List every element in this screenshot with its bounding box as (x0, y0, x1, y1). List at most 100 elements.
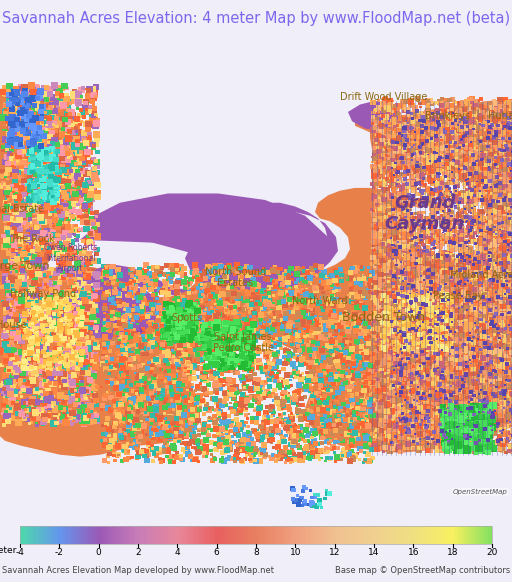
Bar (89, 244, 92, 246)
Bar (151, 361, 154, 364)
Bar (109, 329, 113, 333)
Bar (196, 284, 200, 288)
Bar (48, 124, 55, 130)
Bar (450, 376, 453, 379)
Bar (12, 101, 16, 104)
Bar (88, 164, 91, 167)
Bar (374, 174, 377, 177)
Bar (40, 159, 43, 162)
Bar (464, 346, 468, 350)
Bar (418, 420, 420, 423)
Bar (231, 423, 234, 425)
Bar (440, 132, 445, 137)
Bar (249, 335, 253, 339)
Bar (497, 183, 499, 185)
Bar (106, 325, 111, 330)
Bar (396, 282, 399, 285)
Bar (352, 409, 357, 414)
Bar (275, 303, 278, 306)
Bar (385, 415, 389, 419)
Bar (301, 417, 305, 421)
Bar (234, 429, 238, 433)
Bar (137, 364, 142, 369)
Bar (46, 526, 48, 544)
Bar (433, 153, 438, 158)
Bar (367, 320, 371, 325)
Bar (462, 320, 468, 326)
Bar (78, 200, 83, 204)
Bar (373, 168, 378, 173)
Bar (204, 429, 209, 434)
Bar (402, 174, 408, 179)
Bar (446, 411, 453, 418)
Bar (92, 169, 96, 172)
Bar (202, 413, 205, 416)
Bar (190, 414, 195, 418)
Bar (449, 526, 450, 544)
Bar (497, 332, 500, 334)
Bar (339, 458, 343, 461)
Bar (497, 273, 503, 279)
Bar (71, 94, 75, 99)
Bar (397, 388, 401, 392)
Bar (246, 436, 249, 439)
Bar (9, 161, 14, 165)
Bar (489, 376, 493, 378)
Bar (174, 425, 180, 431)
Bar (53, 346, 59, 352)
Bar (481, 320, 485, 323)
Bar (414, 262, 417, 264)
Bar (460, 320, 464, 324)
Bar (65, 277, 69, 281)
Bar (47, 198, 53, 203)
Bar (472, 436, 477, 441)
Bar (149, 386, 152, 389)
Bar (267, 285, 273, 290)
Bar (225, 435, 231, 441)
Bar (140, 310, 144, 314)
Bar (323, 414, 327, 418)
Bar (440, 423, 445, 428)
Bar (435, 392, 441, 397)
Bar (432, 222, 438, 228)
Bar (410, 105, 414, 108)
Bar (449, 295, 453, 299)
Bar (483, 289, 487, 293)
Bar (39, 190, 46, 197)
Bar (413, 242, 419, 247)
Bar (370, 380, 375, 385)
Bar (488, 360, 493, 364)
Bar (418, 380, 423, 385)
Bar (511, 235, 512, 240)
Bar (78, 332, 84, 337)
Bar (334, 460, 337, 463)
Bar (473, 429, 479, 435)
Bar (369, 447, 374, 452)
Bar (336, 446, 340, 450)
Bar (189, 388, 193, 392)
Bar (266, 364, 269, 367)
Bar (246, 329, 252, 335)
Bar (451, 336, 457, 341)
Bar (447, 341, 452, 346)
Bar (415, 306, 421, 312)
Bar (109, 420, 115, 425)
Bar (495, 147, 498, 150)
Bar (76, 354, 79, 357)
Bar (9, 395, 16, 402)
Bar (129, 420, 132, 423)
Bar (359, 294, 364, 299)
Bar (94, 113, 97, 116)
Bar (204, 339, 210, 345)
Bar (237, 340, 241, 345)
Bar (488, 356, 493, 361)
Bar (475, 148, 478, 151)
Bar (379, 367, 384, 372)
Bar (424, 367, 428, 370)
Bar (18, 275, 25, 281)
Bar (45, 237, 48, 240)
Bar (311, 335, 314, 338)
Bar (51, 163, 55, 168)
Bar (463, 166, 467, 169)
Bar (488, 292, 494, 297)
